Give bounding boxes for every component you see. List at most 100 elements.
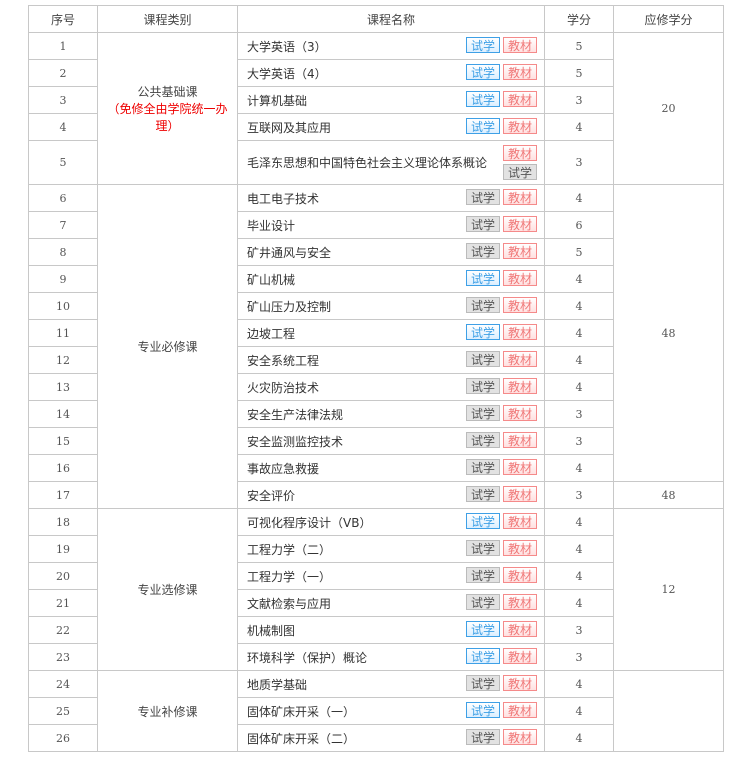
textbook-button[interactable]: 教材 <box>503 648 537 664</box>
textbook-button[interactable]: 教材 <box>503 594 537 610</box>
textbook-button[interactable]: 教材 <box>503 145 537 161</box>
course-name-cell: 大学英语（4） 试学 教材 <box>237 59 545 87</box>
course-name: 计算机基础 <box>247 93 308 108</box>
textbook-button[interactable]: 教材 <box>503 216 537 232</box>
trial-button[interactable]: 试学 <box>466 459 500 475</box>
course-category: 专业选修课 <box>97 508 238 671</box>
trial-button[interactable]: 试学 <box>466 675 500 691</box>
trial-button[interactable]: 试学 <box>466 486 500 502</box>
course-credit: 3 <box>544 400 614 428</box>
course-actions: 试学 教材 <box>466 91 537 107</box>
row-number: 3 <box>28 86 98 114</box>
course-name: 矿山机械 <box>247 272 296 287</box>
row-number: 14 <box>28 400 98 428</box>
textbook-button[interactable]: 教材 <box>503 513 537 529</box>
trial-button[interactable]: 试学 <box>466 243 500 259</box>
textbook-button[interactable]: 教材 <box>503 91 537 107</box>
course-name: 机械制图 <box>247 623 296 638</box>
textbook-button[interactable]: 教材 <box>503 486 537 502</box>
trial-button[interactable]: 试学 <box>466 378 500 394</box>
course-actions: 试学 教材 <box>466 405 537 421</box>
course-name: 安全监测监控技术 <box>247 434 344 449</box>
trial-button[interactable]: 试学 <box>466 270 500 286</box>
textbook-button[interactable]: 教材 <box>503 567 537 583</box>
required-credit: 48 <box>613 481 724 509</box>
trial-button[interactable]: 试学 <box>466 702 500 718</box>
textbook-button[interactable]: 教材 <box>503 351 537 367</box>
course-credit: 4 <box>544 292 614 320</box>
textbook-button[interactable]: 教材 <box>503 675 537 691</box>
textbook-button[interactable]: 教材 <box>503 270 537 286</box>
table-row: 21 文献检索与应用 试学 教材 4 <box>28 589 724 617</box>
row-number: 9 <box>28 265 98 293</box>
trial-button[interactable]: 试学 <box>466 594 500 610</box>
course-table: 序号 课程类别 课程名称 学分 应修学分 1 公共基础课 （免修全由学院统一办理） 大… <box>28 5 724 752</box>
course-table-container: 序号 课程类别 课程名称 学分 应修学分 1 公共基础课 （免修全由学院统一办理） 大… <box>28 5 724 752</box>
textbook-button[interactable]: 教材 <box>503 378 537 394</box>
course-name: 毛泽东思想和中国特色社会主义理论体系概论 <box>247 156 488 170</box>
trial-button[interactable]: 试学 <box>466 729 500 745</box>
table-row: 15 安全监测监控技术 试学 教材 3 <box>28 427 724 455</box>
course-actions: 教材 试学 <box>503 145 537 180</box>
trial-button[interactable]: 试学 <box>466 351 500 367</box>
course-name-cell: 毛泽东思想和中国特色社会主义理论体系概论 教材试学 <box>237 140 545 185</box>
course-actions: 试学 教材 <box>466 675 537 691</box>
table-row: 22 机械制图 试学 教材 3 <box>28 616 724 644</box>
trial-button[interactable]: 试学 <box>466 648 500 664</box>
course-credit: 3 <box>544 86 614 114</box>
trial-button[interactable]: 试学 <box>466 513 500 529</box>
textbook-button[interactable]: 教材 <box>503 702 537 718</box>
row-number: 2 <box>28 59 98 87</box>
trial-button[interactable]: 试学 <box>466 216 500 232</box>
header-required-credit: 应修学分 <box>613 5 724 33</box>
course-name-cell: 固体矿床开采（一） 试学 教材 <box>237 697 545 725</box>
course-credit: 3 <box>544 616 614 644</box>
row-number: 18 <box>28 508 98 536</box>
course-credit: 4 <box>544 373 614 401</box>
trial-button[interactable]: 试学 <box>466 297 500 313</box>
textbook-button[interactable]: 教材 <box>503 243 537 259</box>
textbook-button[interactable]: 教材 <box>503 118 537 134</box>
row-number: 20 <box>28 562 98 590</box>
textbook-button[interactable]: 教材 <box>503 432 537 448</box>
course-name: 边坡工程 <box>247 326 296 341</box>
textbook-button[interactable]: 教材 <box>503 540 537 556</box>
trial-button[interactable]: 试学 <box>466 405 500 421</box>
textbook-button[interactable]: 教材 <box>503 459 537 475</box>
textbook-button[interactable]: 教材 <box>503 189 537 205</box>
textbook-button[interactable]: 教材 <box>503 297 537 313</box>
trial-button[interactable]: 试学 <box>466 91 500 107</box>
trial-button[interactable]: 试学 <box>466 567 500 583</box>
course-actions: 试学 教材 <box>466 540 537 556</box>
header-category: 课程类别 <box>97 5 238 33</box>
table-row: 24 专业补修课 地质学基础 试学 教材 4 <box>28 670 724 752</box>
textbook-button[interactable]: 教材 <box>503 405 537 421</box>
textbook-button[interactable]: 教材 <box>503 37 537 53</box>
trial-button[interactable]: 试学 <box>466 189 500 205</box>
trial-button[interactable]: 试学 <box>466 540 500 556</box>
trial-button[interactable]: 试学 <box>466 324 500 340</box>
course-credit: 3 <box>544 140 614 185</box>
course-credit: 4 <box>544 319 614 347</box>
textbook-button[interactable]: 教材 <box>503 64 537 80</box>
textbook-button[interactable]: 教材 <box>503 324 537 340</box>
row-number: 12 <box>28 346 98 374</box>
course-credit: 4 <box>544 184 614 212</box>
course-actions: 试学 教材 <box>466 513 537 529</box>
textbook-button[interactable]: 教材 <box>503 729 537 745</box>
trial-button[interactable]: 试学 <box>466 432 500 448</box>
course-name-cell: 可视化程序设计（VB） 试学 教材 <box>237 508 545 536</box>
textbook-button[interactable]: 教材 <box>503 621 537 637</box>
course-credit: 4 <box>544 724 614 752</box>
course-actions: 试学 教材 <box>466 216 537 232</box>
course-name: 固体矿床开采（一） <box>247 704 356 719</box>
course-credit: 4 <box>544 346 614 374</box>
trial-button[interactable]: 试学 <box>466 64 500 80</box>
row-number: 22 <box>28 616 98 644</box>
trial-button[interactable]: 试学 <box>466 621 500 637</box>
table-row: 6 专业必修课 电工电子技术 试学 教材 4 48 <box>28 184 724 509</box>
table-row: 23 环境科学（保护）概论 试学 教材 3 <box>28 643 724 671</box>
trial-button[interactable]: 试学 <box>503 164 537 180</box>
trial-button[interactable]: 试学 <box>466 37 500 53</box>
trial-button[interactable]: 试学 <box>466 118 500 134</box>
